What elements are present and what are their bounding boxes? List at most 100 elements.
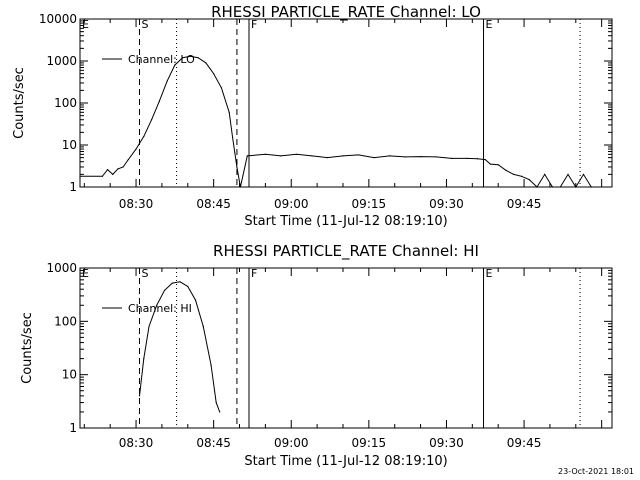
data-point bbox=[582, 173, 585, 175]
data-point bbox=[489, 163, 492, 165]
chart-title: RHESSI PARTICLE_RATE Channel: LO bbox=[211, 3, 481, 22]
data-point bbox=[326, 157, 329, 159]
plot-frame bbox=[79, 18, 613, 188]
event-marker-label: S bbox=[141, 267, 148, 280]
y-tick-label: 100 bbox=[54, 314, 77, 328]
data-point bbox=[166, 80, 168, 82]
data-point bbox=[236, 166, 238, 168]
legend-label: Channel: LO bbox=[128, 53, 195, 66]
x-axis-label: Start Time (11-Jul-12 08:19:10) bbox=[244, 454, 447, 469]
y-axis-label: Counts/sec bbox=[20, 312, 35, 384]
data-point bbox=[497, 164, 499, 166]
x-tick-label: 09:15 bbox=[352, 436, 387, 450]
y-tick-label: 10000 bbox=[39, 12, 77, 26]
x-tick-label: 09:30 bbox=[429, 197, 464, 211]
data-point bbox=[101, 175, 104, 177]
data-point bbox=[388, 155, 391, 157]
data-point bbox=[232, 137, 234, 139]
data-point bbox=[106, 168, 109, 171]
data-point bbox=[179, 281, 181, 283]
event-marker-label: S bbox=[141, 18, 148, 31]
data-point bbox=[419, 155, 422, 158]
y-tick-label: 10 bbox=[62, 368, 77, 382]
data-point bbox=[156, 304, 158, 306]
y-tick-label: 1000 bbox=[46, 54, 77, 68]
data-point bbox=[213, 73, 215, 75]
data-point bbox=[373, 157, 375, 159]
y-tick-label: 100 bbox=[54, 96, 77, 110]
x-tick-label: 08:30 bbox=[119, 436, 154, 450]
x-tick-label: 08:45 bbox=[196, 436, 231, 450]
data-point bbox=[189, 55, 191, 57]
x-tick-label: 09:45 bbox=[507, 197, 542, 211]
data-point bbox=[79, 175, 81, 177]
data-point bbox=[451, 157, 453, 159]
data-point bbox=[476, 158, 479, 160]
data-point bbox=[158, 100, 160, 102]
data-point bbox=[197, 57, 199, 59]
data-point bbox=[143, 135, 145, 138]
data-point bbox=[404, 156, 406, 158]
data-point bbox=[187, 285, 189, 288]
data-point bbox=[311, 155, 313, 157]
x-tick-label: 09:00 bbox=[274, 197, 309, 211]
data-point bbox=[194, 299, 197, 301]
data-point bbox=[435, 156, 437, 158]
data-point bbox=[127, 158, 129, 161]
data-point bbox=[174, 64, 176, 66]
y-tick-label: 1 bbox=[69, 421, 77, 435]
event-marker-label: F bbox=[251, 267, 257, 280]
data-point bbox=[148, 325, 150, 328]
data-point bbox=[536, 186, 538, 188]
y-axis-label: Counts/sec bbox=[12, 67, 27, 139]
data-point bbox=[239, 186, 241, 188]
event-marker-label: E bbox=[486, 18, 493, 31]
x-tick-label: 08:30 bbox=[119, 197, 154, 211]
data-point bbox=[513, 173, 515, 175]
data-point bbox=[484, 158, 486, 161]
plot-frame bbox=[79, 267, 613, 429]
data-point bbox=[143, 358, 145, 360]
data-point bbox=[575, 186, 577, 188]
y-tick-label: 1000 bbox=[46, 261, 77, 275]
x-tick-label: 09:30 bbox=[429, 436, 464, 450]
data-point bbox=[246, 155, 248, 157]
x-axis-label: Start Time (11-Jul-12 08:19:10) bbox=[244, 214, 447, 229]
data-point bbox=[219, 411, 221, 413]
x-tick-label: 09:00 bbox=[274, 436, 309, 450]
data-point bbox=[210, 364, 212, 366]
data-point bbox=[342, 155, 344, 157]
data-point bbox=[357, 154, 360, 156]
series-line bbox=[80, 55, 592, 188]
x-tick-label: 09:45 bbox=[507, 436, 542, 450]
event-marker-label: F bbox=[251, 18, 257, 31]
data-point bbox=[295, 153, 298, 155]
data-point bbox=[220, 87, 223, 89]
data-point bbox=[280, 155, 282, 157]
data-point bbox=[528, 179, 530, 181]
data-point bbox=[466, 157, 468, 159]
data-point bbox=[135, 148, 137, 150]
data-point bbox=[215, 401, 217, 404]
x-tick-label: 08:45 bbox=[196, 197, 231, 211]
data-point bbox=[117, 168, 119, 170]
data-point bbox=[182, 57, 184, 59]
event-marker-label: E bbox=[82, 267, 89, 280]
panel-lo: RHESSI PARTICLE_RATE Channel: LO 1 10 100 10… bbox=[12, 3, 613, 229]
chart-title: RHESSI PARTICLE_RATE Channel: HI bbox=[213, 242, 479, 261]
data-point bbox=[551, 186, 554, 188]
data-point bbox=[171, 282, 173, 284]
data-point bbox=[150, 119, 153, 121]
data-point bbox=[205, 62, 207, 64]
data-point bbox=[122, 166, 124, 168]
y-tick-label: 10 bbox=[62, 138, 77, 152]
data-point bbox=[520, 175, 523, 177]
data-point bbox=[567, 173, 569, 175]
timestamp-label: 23-Oct-2021 18:01 bbox=[558, 467, 634, 476]
event-marker-label: E bbox=[82, 18, 89, 31]
data-point bbox=[228, 111, 230, 113]
event-marker-label: E bbox=[486, 267, 493, 280]
data-point bbox=[264, 153, 266, 155]
panel-hi: RHESSI PARTICLE_RATE Channel: HI 1 10 100 10… bbox=[20, 242, 613, 469]
